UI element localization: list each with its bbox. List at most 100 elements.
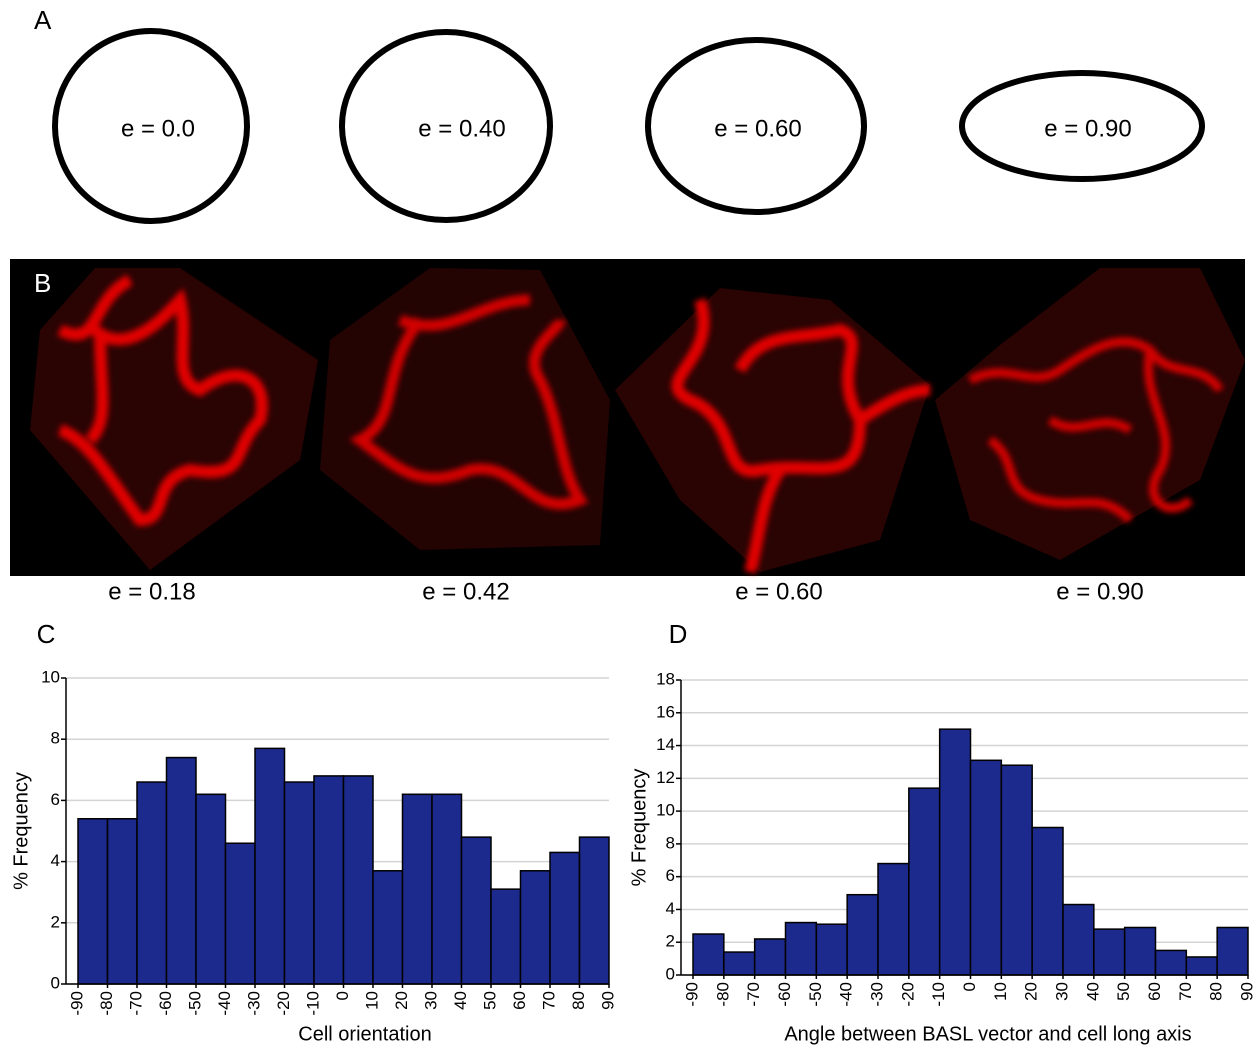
y-tick-label: 10 [41,667,60,686]
x-tick-label: 30 [421,991,440,1010]
bar [432,794,462,984]
x-tick-label: 60 [1145,982,1164,1001]
bar [940,729,971,975]
y-tick-label: 0 [666,964,675,983]
x-tick-label: -20 [274,991,293,1016]
bar [816,924,847,975]
bar [403,794,433,984]
bar [755,939,786,975]
bar [1001,765,1032,975]
y-tick-label: 16 [656,702,675,721]
bar [314,776,344,984]
bar [167,758,197,984]
x-tick-label: 90 [598,991,617,1010]
x-tick-label: 70 [1176,982,1195,1001]
bar [909,788,940,975]
y-tick-label: 4 [666,899,675,918]
x-tick-label: 90 [1237,982,1253,1001]
y-tick-label: 8 [666,833,675,852]
y-tick-label: 4 [51,851,60,870]
bar [373,871,403,984]
y-tick-label: 18 [656,669,675,688]
x-tick-label: -70 [126,991,145,1016]
x-tick-label: -60 [156,991,175,1016]
x-tick-label: -10 [929,982,948,1007]
bar [462,837,492,984]
cell-label: e = 0.90 [1056,578,1143,605]
x-tick-label: 0 [333,991,352,1000]
x-tick-label: 40 [1083,982,1102,1001]
bar [521,871,551,984]
x-tick-label: 50 [480,991,499,1010]
ellipse-label: e = 0.90 [1044,115,1131,142]
y-tick-label: 10 [656,801,675,820]
x-tick-label: -50 [806,982,825,1007]
bar [1125,927,1156,975]
y-tick-label: 8 [51,729,60,748]
bar [1032,828,1063,976]
panel-label: B [34,268,51,298]
ellipse-label: e = 0.0 [121,115,195,142]
x-tick-label: -20 [898,982,917,1007]
y-axis-label: % Frequency [10,772,32,890]
x-tick-label: -50 [185,991,204,1016]
x-tick-label: -70 [744,982,763,1007]
bar [108,819,138,984]
x-tick-label: 50 [1114,982,1133,1001]
x-tick-label: 10 [362,991,381,1010]
y-tick-label: 0 [51,973,60,992]
bar [1217,927,1248,975]
x-tick-label: 70 [539,991,558,1010]
x-tick-label: 0 [960,982,979,991]
bar [847,895,878,975]
bar [1094,929,1125,975]
x-tick-label: -90 [682,982,701,1007]
bar [196,794,226,984]
bar [786,923,817,975]
y-tick-label: 2 [666,932,675,951]
ellipse-label: e = 0.40 [418,115,505,142]
bar [78,819,108,984]
x-tick-label: 80 [1207,982,1226,1001]
x-tick-label: -40 [837,982,856,1007]
y-tick-label: 6 [666,866,675,885]
bar [1186,957,1217,975]
bar [137,782,167,984]
cell-label: e = 0.18 [108,578,195,605]
x-tick-label: 20 [1022,982,1041,1001]
x-tick-label: 20 [392,991,411,1010]
ellipses [55,31,1202,221]
x-tick-label: -80 [97,991,116,1016]
bar [580,837,610,984]
bar [878,864,909,975]
bar [971,760,1002,975]
y-tick-label: 2 [51,912,60,931]
x-tick-label: -60 [775,982,794,1007]
y-axis-label: % Frequency [628,769,650,887]
panel-label: A [34,5,52,35]
x-tick-label: -90 [67,991,86,1016]
x-tick-label: -30 [867,982,886,1007]
figure: A e = 0.0 e = 0.40 e = 0.60 e = 0.90 B e… [0,0,1253,1048]
x-axis-label: Cell orientation [298,1023,431,1045]
bar [491,889,521,984]
x-tick-label: -30 [244,991,263,1016]
x-tick-label: -10 [303,991,322,1016]
x-tick-label: 30 [1052,982,1071,1001]
y-tick-label: 12 [656,768,675,787]
bar [1156,950,1187,975]
x-tick-label: 40 [451,991,470,1010]
panel-label: D [669,619,688,649]
bar [285,782,315,984]
x-tick-label: -40 [215,991,234,1016]
ellipse-label: e = 0.60 [714,115,801,142]
y-tick-label: 6 [51,790,60,809]
bar [1063,905,1094,975]
x-tick-label: 60 [510,991,529,1010]
bar [693,934,724,975]
y-tick-label: 14 [656,735,675,754]
bar [255,748,285,984]
bar [724,952,755,975]
cell-label: e = 0.42 [422,578,509,605]
x-tick-label: -80 [713,982,732,1007]
